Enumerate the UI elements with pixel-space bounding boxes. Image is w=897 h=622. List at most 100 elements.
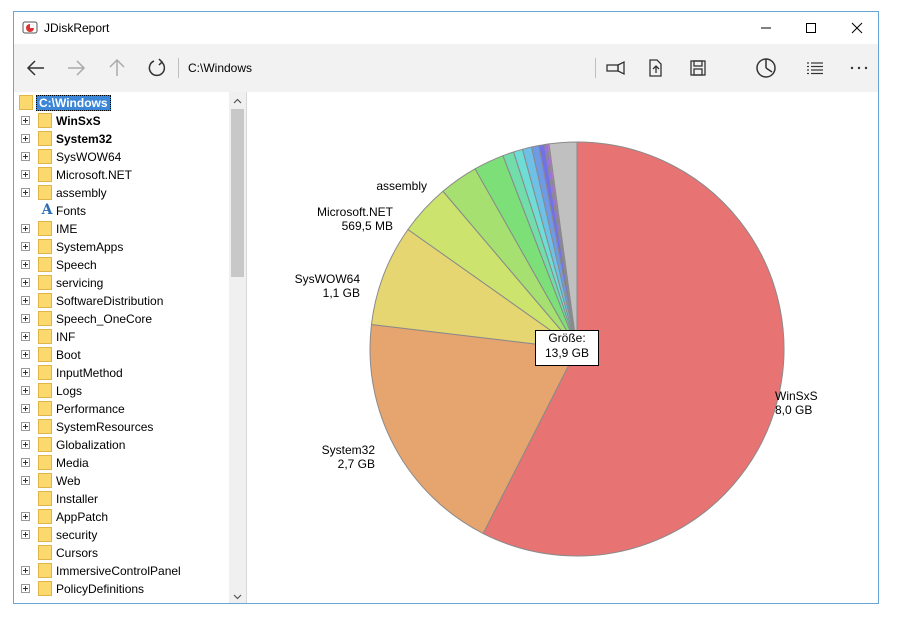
tree-item[interactable]: Microsoft.NET [14, 166, 229, 184]
more-button[interactable] [843, 52, 875, 84]
up-arrow-icon [109, 58, 125, 76]
tree-item[interactable]: AppPatch [14, 508, 229, 526]
save-icon [690, 60, 706, 76]
expand-icon[interactable] [21, 350, 30, 359]
tree-root-label: C:\Windows [36, 95, 111, 111]
close-button[interactable] [834, 12, 878, 44]
tree-root-item[interactable]: C:\Windows [14, 94, 229, 112]
tree-item[interactable]: IME [14, 220, 229, 238]
tree-item[interactable]: assembly [14, 184, 229, 202]
tree-item[interactable]: Installer [14, 490, 229, 508]
expand-icon[interactable] [21, 530, 30, 539]
tree-item[interactable]: Web [14, 472, 229, 490]
tree-item[interactable]: Speech [14, 256, 229, 274]
expand-icon[interactable] [21, 278, 30, 287]
total-size-box: Größe: 13,9 GB [535, 330, 599, 366]
total-size-value: 13,9 GB [544, 346, 590, 360]
tree-item-label: Logs [56, 384, 83, 398]
expand-icon[interactable] [21, 440, 30, 449]
expand-icon[interactable] [21, 512, 30, 521]
expand-icon[interactable] [21, 386, 30, 395]
expand-icon[interactable] [21, 368, 30, 377]
tree-item[interactable]: Performance [14, 400, 229, 418]
expand-icon[interactable] [21, 224, 30, 233]
tree-item[interactable]: Logs [14, 382, 229, 400]
tree-item-label: AppPatch [56, 510, 109, 524]
flashlight-button[interactable] [600, 52, 632, 84]
tree-item-label: Microsoft.NET [56, 168, 133, 182]
tree-item[interactable]: security [14, 526, 229, 544]
tree-item[interactable]: Speech_OneCore [14, 310, 229, 328]
export-button[interactable] [640, 52, 672, 84]
expand-icon[interactable] [21, 422, 30, 431]
total-size-label: Größe: [548, 331, 586, 345]
expand-icon[interactable] [21, 242, 30, 251]
tree-item[interactable]: Cursors [14, 544, 229, 562]
scroll-up-button[interactable] [229, 92, 246, 109]
expand-icon[interactable] [21, 260, 30, 269]
expand-icon[interactable] [21, 314, 30, 323]
tree-item[interactable]: INF [14, 328, 229, 346]
minimize-button[interactable] [743, 12, 789, 44]
scroll-thumb[interactable] [231, 109, 244, 277]
chart-area: WinSxS 8,0 GB System32 2,7 GB SysWOW64 1,1 GB… [247, 92, 879, 604]
tree-item-label: Installer [56, 492, 99, 506]
tree-item[interactable]: Boot [14, 346, 229, 364]
expand-icon[interactable] [21, 476, 30, 485]
tree-scrollbar[interactable] [229, 92, 246, 603]
back-arrow-icon [26, 60, 44, 76]
refresh-button[interactable] [141, 52, 173, 84]
expand-icon[interactable] [21, 152, 30, 161]
expand-icon[interactable] [21, 458, 30, 467]
up-button[interactable] [101, 52, 133, 84]
pie-chart-view-button[interactable] [750, 52, 782, 84]
pie-slice[interactable] [548, 141, 578, 350]
folder-icon [38, 329, 52, 344]
forward-button[interactable] [60, 52, 92, 84]
slice-name-label: SysWOW64 [295, 272, 361, 286]
tree-item[interactable]: Media [14, 454, 229, 472]
expand-icon[interactable] [21, 116, 30, 125]
tree-item[interactable]: SystemApps [14, 238, 229, 256]
tree-item[interactable]: SoftwareDistribution [14, 292, 229, 310]
tree-item[interactable]: ImmersiveControlPanel [14, 562, 229, 580]
expand-icon[interactable] [21, 170, 30, 179]
pane-splitter[interactable] [246, 92, 247, 603]
expand-icon[interactable] [21, 188, 30, 197]
tree-item[interactable]: System32 [14, 130, 229, 148]
folder-icon [38, 563, 52, 578]
maximize-button[interactable] [788, 12, 834, 44]
folder-tree[interactable]: C:\Windows WinSxS System32 SysWOW64 Microso… [14, 92, 246, 603]
pie-slice[interactable] [482, 141, 785, 557]
title-bar: JDiskReport [14, 12, 878, 44]
list-view-button[interactable] [799, 52, 831, 84]
tree-item[interactable]: A Fonts [14, 202, 229, 220]
tree-item[interactable]: SysWOW64 [14, 148, 229, 166]
slice-size-label: 1,1 GB [323, 286, 360, 300]
expand-icon[interactable] [21, 134, 30, 143]
back-button[interactable] [20, 52, 52, 84]
scroll-down-button[interactable] [229, 588, 246, 603]
tree-item[interactable]: InputMethod [14, 364, 229, 382]
tree-item-label: ImmersiveControlPanel [56, 564, 181, 578]
tree-item-label: Fonts [56, 204, 87, 218]
save-button[interactable] [682, 52, 714, 84]
tree-item[interactable]: WinSxS [14, 112, 229, 130]
folder-icon [38, 491, 52, 506]
expand-icon[interactable] [21, 332, 30, 341]
pie-slice[interactable] [369, 323, 578, 535]
close-icon [851, 22, 863, 34]
tree-item[interactable]: PolicyDefinitions [14, 580, 229, 598]
tree-item[interactable]: SystemResources [14, 418, 229, 436]
tree-item[interactable]: Globalization [14, 436, 229, 454]
pie-slice[interactable] [370, 228, 578, 350]
expand-icon[interactable] [21, 566, 30, 575]
expand-icon[interactable] [21, 296, 30, 305]
expand-icon[interactable] [21, 584, 30, 593]
expand-icon[interactable] [21, 404, 30, 413]
toolbar: C:\Windows [14, 44, 878, 92]
folder-icon [38, 113, 52, 128]
tree-item[interactable]: servicing [14, 274, 229, 292]
tree-item-label: Speech [56, 258, 97, 272]
